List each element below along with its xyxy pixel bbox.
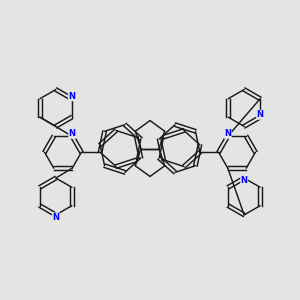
Text: N: N <box>241 176 248 185</box>
Text: N: N <box>68 92 75 101</box>
Text: N: N <box>52 213 59 222</box>
Text: N: N <box>256 110 264 119</box>
Text: N: N <box>224 129 231 138</box>
Text: N: N <box>69 129 76 138</box>
